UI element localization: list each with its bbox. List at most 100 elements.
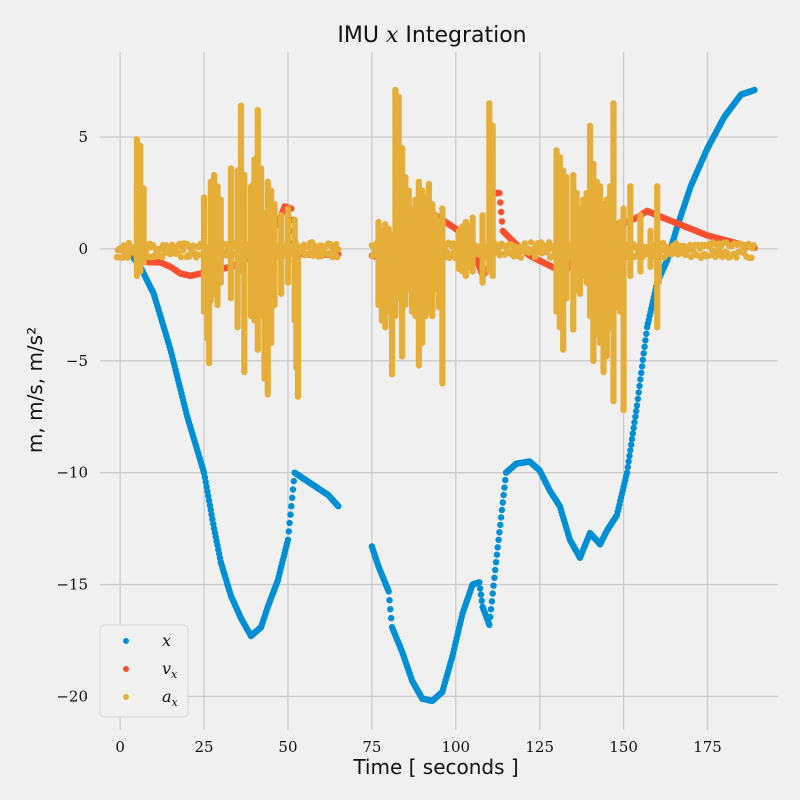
point-x [201, 474, 209, 481]
point-x [335, 503, 342, 510]
series-layer [113, 86, 758, 705]
point-x [388, 614, 395, 622]
point-x [643, 330, 650, 337]
point-a-x [271, 201, 278, 208]
point-a-x [207, 297, 214, 304]
point-a-x [140, 185, 147, 192]
point-a-x [385, 225, 392, 232]
point-a-x [375, 218, 382, 226]
point-a-x [419, 187, 426, 194]
point-x [637, 376, 644, 383]
point-x [499, 499, 506, 506]
point-x [289, 486, 297, 493]
point-a-x [264, 178, 271, 185]
point-a-x [382, 324, 389, 331]
point-a-x [278, 290, 285, 297]
point-a-x [402, 174, 409, 181]
point-x [639, 356, 647, 364]
point-x [642, 337, 649, 344]
point-a-x [241, 368, 248, 376]
point-a-x [489, 122, 496, 129]
point-a-x [750, 242, 757, 249]
point-x [493, 551, 501, 558]
point-a-x [227, 294, 235, 302]
point-x [751, 86, 758, 94]
point-a-x [560, 346, 567, 353]
point-x [208, 511, 215, 518]
point-a-x [388, 371, 396, 378]
point-a-x [392, 312, 399, 320]
point-x [633, 402, 641, 409]
point-x [635, 389, 642, 396]
point-x [387, 606, 394, 613]
point-a-x [217, 196, 224, 203]
point-a-x [439, 380, 446, 387]
point-x [288, 503, 295, 510]
point-a-x [469, 268, 476, 275]
point-v-x [498, 218, 506, 225]
point-a-x [553, 147, 560, 154]
point-x [494, 544, 501, 551]
point-a-x [180, 247, 187, 254]
point-x [634, 395, 642, 403]
point-a-x [333, 241, 340, 248]
point-x [290, 477, 297, 485]
point-x [478, 597, 485, 604]
point-a-x [419, 339, 426, 347]
point-a-x [415, 362, 423, 369]
point-a-x [178, 253, 185, 261]
point-a-x [214, 301, 221, 309]
point-a-x [432, 212, 439, 219]
point-x [284, 536, 292, 543]
point-x [476, 579, 483, 586]
point-a-x [521, 240, 529, 247]
point-x [205, 497, 213, 504]
point-a-x [398, 353, 406, 360]
point-a-x [398, 145, 406, 152]
point-a-x [733, 254, 740, 261]
point-a-x [284, 205, 292, 212]
point-a-x [560, 167, 567, 174]
point-x [498, 506, 506, 514]
point-x [638, 369, 645, 377]
point-x [386, 597, 393, 604]
point-a-x [527, 239, 535, 246]
point-a-x [264, 391, 271, 398]
point-x [636, 382, 643, 390]
point-a-x [556, 154, 563, 161]
point-x [492, 566, 499, 574]
point-v-x [497, 208, 505, 216]
point-a-x [151, 253, 159, 260]
point-x [632, 413, 639, 420]
point-a-x [517, 254, 525, 261]
point-a-x [429, 201, 436, 208]
point-a-x [489, 272, 496, 279]
point-a-x [563, 174, 570, 181]
point-a-x [382, 221, 389, 228]
point-a-x [254, 346, 261, 353]
point-a-x [444, 249, 451, 256]
point-a-x [429, 312, 436, 320]
point-a-x [214, 183, 221, 190]
point-a-x [133, 272, 141, 279]
point-x [488, 598, 496, 605]
point-x [285, 528, 292, 535]
point-x [489, 590, 496, 597]
point-x [286, 519, 293, 527]
point-a-x [234, 324, 241, 331]
point-a-x [469, 214, 476, 221]
point-x [626, 452, 633, 460]
point-a-x [237, 102, 245, 109]
point-x [628, 435, 636, 443]
point-a-x [133, 136, 141, 143]
point-x [491, 574, 498, 581]
point-a-x [402, 301, 409, 309]
point-x [501, 484, 508, 491]
point-x [289, 494, 296, 501]
point-x [638, 363, 646, 370]
point-x [486, 621, 493, 628]
point-a-x [149, 242, 157, 249]
point-a-x [271, 301, 278, 309]
point-x [477, 591, 485, 598]
point-a-x [462, 272, 470, 279]
